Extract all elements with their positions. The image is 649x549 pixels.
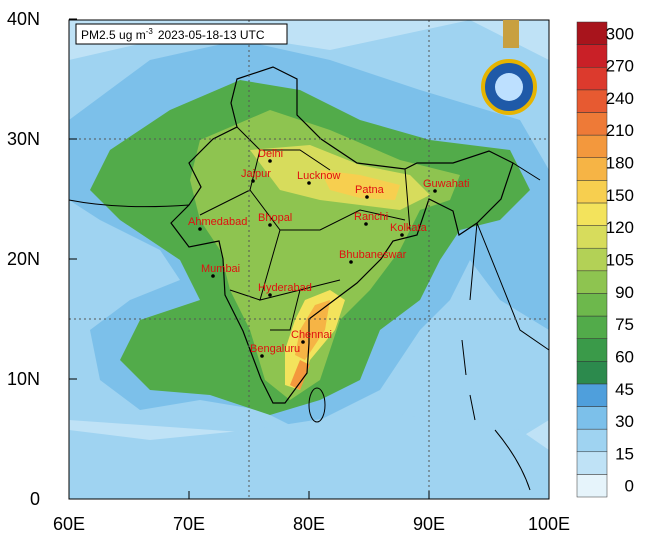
city-dot	[268, 159, 272, 163]
colorbar-bin	[576, 112, 608, 136]
city-label: Guwahati	[423, 178, 469, 190]
city-dot	[301, 340, 305, 344]
city-label: Lucknow	[297, 170, 340, 182]
city-dot	[307, 181, 311, 185]
colorbar-label: 270	[606, 57, 634, 76]
city-dot	[268, 223, 272, 227]
city-label: Kolkata	[390, 222, 428, 234]
city-label: Ahmedabad	[188, 216, 247, 228]
city-dot	[365, 195, 369, 199]
city-label: Patna	[355, 184, 385, 196]
colorbar-bin	[576, 315, 608, 339]
colorbar-bin	[576, 293, 608, 317]
colorbar-label: 15	[615, 444, 634, 463]
y-tick-label: 30N	[7, 129, 40, 149]
title-time: 2023-05-18-13 UTC	[158, 28, 265, 42]
city-dot	[211, 274, 215, 278]
logo	[481, 20, 537, 115]
city-dot	[364, 222, 368, 226]
colorbar-label: 120	[606, 218, 634, 237]
colorbar-bin	[576, 225, 608, 249]
colorbar-bin	[576, 66, 608, 91]
colorbar-label: 240	[606, 89, 634, 108]
colorbar-bin	[576, 361, 608, 385]
colorbar-bin	[576, 383, 608, 407]
city-label: Chennai	[291, 329, 332, 341]
city-label: Mumbai	[201, 263, 240, 275]
colorbar-bin	[576, 44, 608, 68]
cities: Delhi Jaipur Lucknow Patna Guwahati Ahmedabad…	[188, 148, 469, 358]
city-dot	[251, 179, 255, 183]
title-box: PM2.5 ug m-3 2023-05-18-13 UTC	[75, 23, 288, 45]
colorbar-bin	[576, 451, 608, 475]
title-variable: PM2.5 ug m	[81, 28, 146, 42]
colorbar-label: 90	[615, 283, 634, 302]
colorbar-label: 30	[615, 412, 634, 431]
city-dot	[260, 354, 264, 358]
city-dot	[433, 189, 437, 193]
x-tick-label: 80E	[293, 514, 325, 534]
city-label: Bengaluru	[250, 343, 300, 355]
colorbar-bin	[576, 134, 608, 158]
colorbar-bin	[576, 406, 608, 430]
colorbar-label: 180	[606, 154, 634, 173]
axes: 60E 70E 80E 90E 100E 0 10N 20N 30N 40N	[7, 9, 570, 534]
y-tick-label: 10N	[7, 369, 40, 389]
colorbar-label: 0	[625, 477, 634, 496]
colorbar-bin	[576, 202, 608, 226]
colorbar-bin	[576, 21, 608, 45]
colorbar-bin	[576, 247, 608, 272]
map-field	[69, 20, 549, 499]
boundaries	[60, 0, 550, 491]
x-tick-label: 60E	[53, 514, 85, 534]
city-label: Bhopal	[258, 212, 292, 224]
colorbar-label: 105	[606, 251, 634, 270]
colorbar-label: 45	[615, 380, 634, 399]
map-title: PM2.5 ug m-3 2023-05-18-13 UTC	[81, 27, 265, 42]
colorbar-bin	[576, 474, 608, 498]
city-label: Delhi	[258, 148, 283, 160]
colorbar-bin	[576, 270, 608, 294]
colorbar-label: 300	[606, 24, 634, 43]
colorbar-bin	[576, 180, 608, 204]
city-label: Hyderabad	[258, 282, 312, 294]
x-tick-label: 100E	[528, 514, 570, 534]
city-dot	[268, 293, 272, 297]
city-dot	[400, 233, 404, 237]
city-label: Jaipur	[241, 168, 271, 180]
colorbar-bin	[576, 89, 608, 113]
colorbar-label: 150	[606, 186, 634, 205]
y-tick-label: 0	[30, 489, 40, 509]
colorbar-label: 60	[615, 347, 634, 366]
colorbar: 0 15 30 45 60 75 90 105 120 150 180 210 240 270 300	[576, 21, 634, 498]
grid	[69, 20, 549, 499]
x-tick-label: 90E	[413, 514, 445, 534]
city-label: Bhubaneswar	[339, 249, 407, 261]
y-tick-label: 40N	[7, 9, 40, 29]
city-label: Ranchi	[354, 211, 388, 223]
colorbar-label: 75	[615, 315, 634, 334]
colorbar-bin	[576, 428, 608, 453]
x-tick-label: 70E	[173, 514, 205, 534]
title-exponent: -3	[146, 27, 154, 36]
colorbar-label: 210	[606, 121, 634, 140]
y-tick-label: 20N	[7, 249, 40, 269]
city-dot	[198, 227, 202, 231]
city-dot	[349, 260, 353, 264]
colorbar-bin	[576, 157, 608, 181]
colorbar-bin	[576, 338, 608, 362]
